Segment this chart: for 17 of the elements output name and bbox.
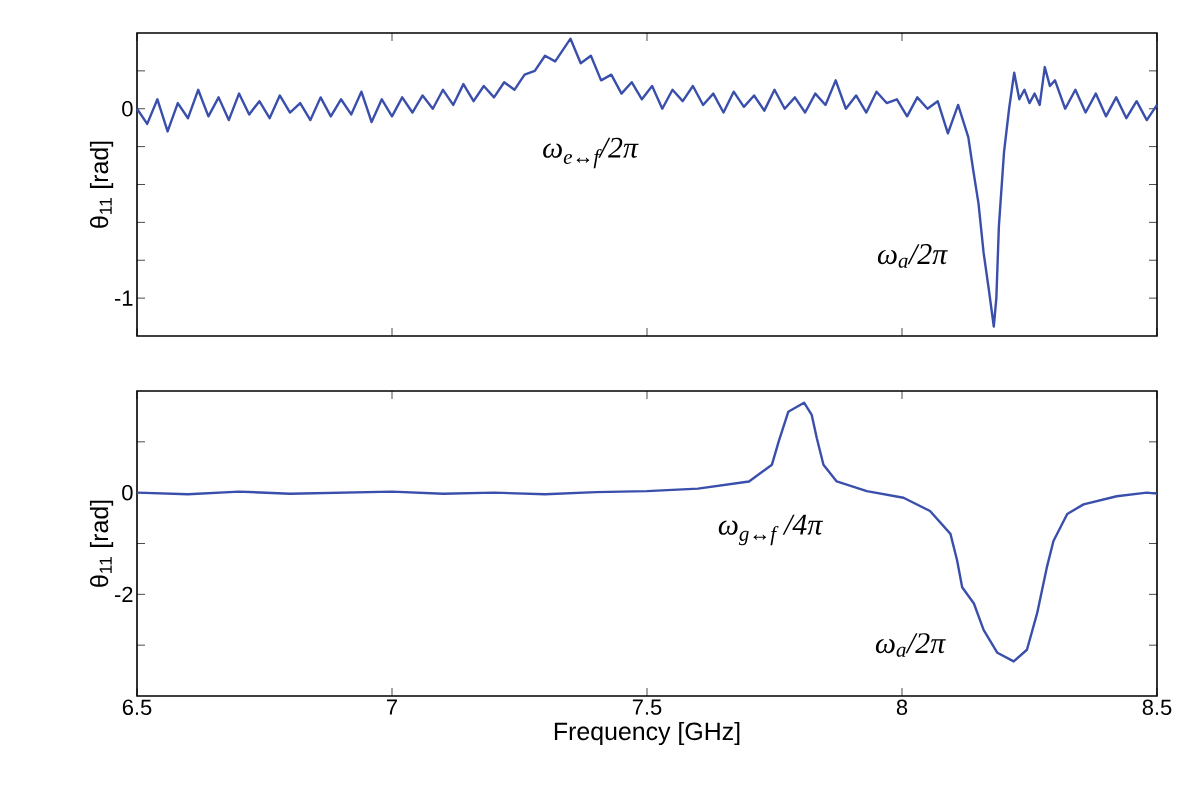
y-axis-title: θ$_{11}$ [rad] [89, 500, 114, 587]
x-tick-label: 6.5 [122, 699, 152, 716]
y-axis-title: θ$_{11}$ [rad] [89, 141, 114, 228]
annotation: ω$_{e↔f}$/2π [543, 137, 639, 169]
x-axis-title: Frequency [GHz] [554, 721, 740, 746]
x-tick-label: 7.5 [632, 699, 662, 715]
annotation: ω$_{a}$/2π [877, 244, 948, 268]
x-tick-label: 8 [896, 699, 908, 716]
annotation: ω$_{a}$/2π [875, 633, 946, 657]
x-tick-label: 7 [387, 699, 397, 715]
line-series [135, 37, 1159, 328]
y-tick-label: 0 [122, 484, 133, 501]
y-tick-label: -2 [114, 586, 133, 602]
annotation: ω$_{g↔f}$/4π [718, 514, 823, 546]
y-tick-label: -1 [114, 290, 133, 306]
y-tick-label: 0 [122, 100, 133, 117]
x-tick-label: 8.5 [1142, 699, 1172, 716]
